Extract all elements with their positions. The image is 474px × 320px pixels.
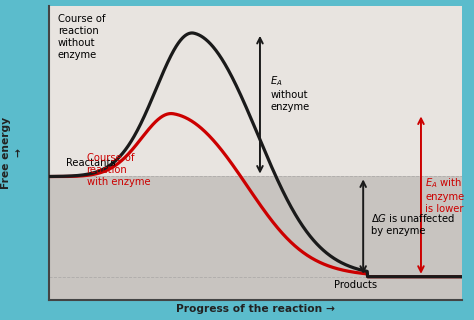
Text: Products: Products: [334, 280, 377, 290]
Text: Course of
reaction
without
enzyme: Course of reaction without enzyme: [58, 14, 105, 60]
X-axis label: Progress of the reaction →: Progress of the reaction →: [176, 304, 335, 315]
Bar: [49, 5, 462, 177]
Text: Free energy
→: Free energy →: [1, 117, 23, 189]
Text: $E_A$ with
enzyme
is lower: $E_A$ with enzyme is lower: [425, 176, 465, 214]
Text: Reactants: Reactants: [66, 158, 116, 168]
Text: Course of
reaction
with enzyme: Course of reaction with enzyme: [87, 153, 150, 187]
Text: $E_A$
without
enzyme: $E_A$ without enzyme: [270, 74, 310, 112]
Text: $\Delta G$ is unaffected
by enzyme: $\Delta G$ is unaffected by enzyme: [372, 212, 456, 236]
